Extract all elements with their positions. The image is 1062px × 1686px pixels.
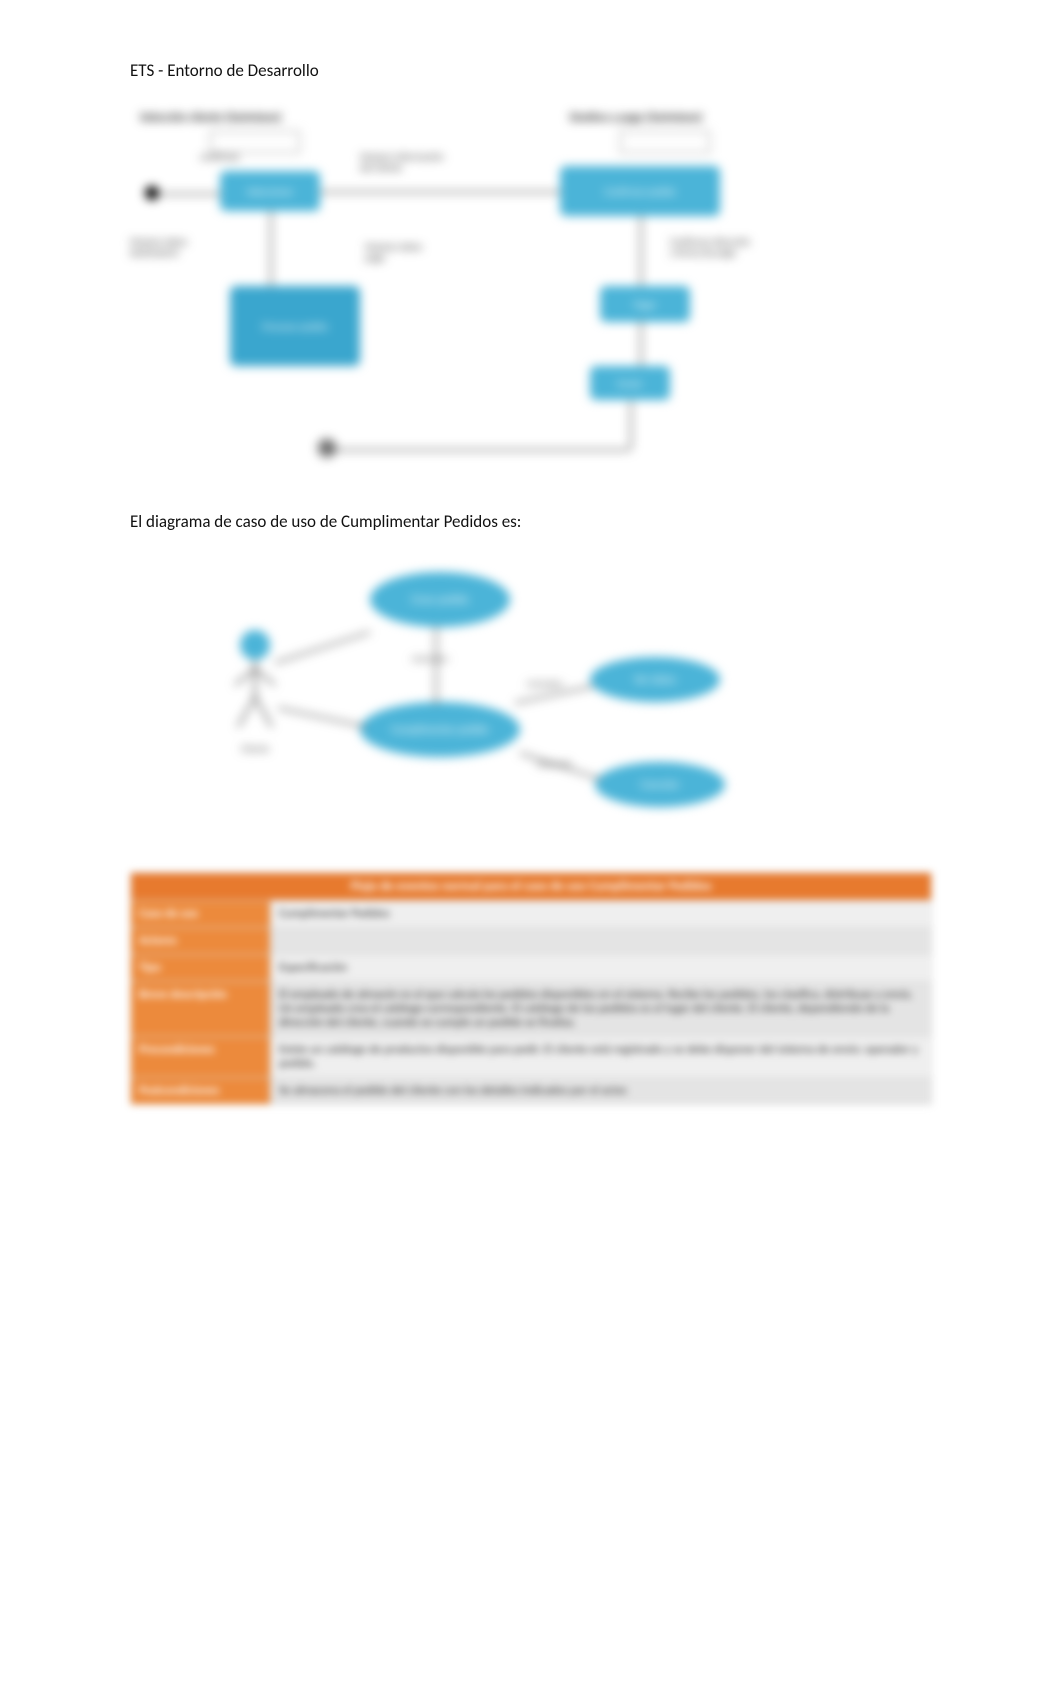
edge bbox=[160, 193, 220, 195]
edge bbox=[270, 211, 272, 286]
activity-node: Pagar bbox=[600, 286, 690, 322]
caption-usecase: El diagrama de caso de uso de Cumpliment… bbox=[130, 511, 932, 532]
table-value-cell: Se almacena el pedido del cliente con lo… bbox=[271, 1078, 932, 1105]
actor-label: Cliente bbox=[230, 742, 280, 755]
table-row: TipoEspecificación bbox=[131, 955, 932, 982]
table-value-cell bbox=[271, 928, 932, 955]
table-row: Breve descripciónEl empleado de almacén … bbox=[131, 982, 932, 1037]
edge-label: Mostrar datospago bbox=[365, 241, 422, 263]
table-label-cell: Actores bbox=[131, 928, 271, 955]
usecase-oval: Cancelar bbox=[595, 762, 725, 807]
usecase-diagram: Cliente Crear pedido Cumplimentar pedido Ve… bbox=[130, 557, 932, 847]
table-label-cell: Precondiciones bbox=[131, 1037, 271, 1078]
edge bbox=[320, 191, 560, 193]
table-value-cell: Existe un catálogo de productos disponib… bbox=[271, 1037, 932, 1078]
usecase-oval: Cumplimentar pedido bbox=[360, 702, 520, 757]
actor-icon: Cliente bbox=[230, 627, 280, 755]
table-row: PostcondicionesSe almacena el pedido del… bbox=[131, 1078, 932, 1105]
edge bbox=[275, 631, 371, 664]
usecase-oval: Ver datos bbox=[590, 657, 720, 702]
edge bbox=[630, 401, 632, 449]
edge bbox=[278, 707, 366, 728]
usecase-rel-label: «include» bbox=[410, 652, 450, 665]
edge-label: Mostrar datosdestinatario bbox=[130, 236, 187, 258]
activity-node: Procesar pedido bbox=[230, 286, 360, 366]
edge bbox=[435, 627, 437, 705]
swimlane-frame bbox=[620, 131, 710, 153]
final-node bbox=[320, 441, 334, 455]
table-value-cell: Especificación bbox=[271, 955, 932, 982]
usecase-rel-label: «include» bbox=[525, 677, 565, 690]
table-label-cell: Tipo bbox=[131, 955, 271, 982]
swimlane-label: Selección cliente (Swimlane) bbox=[140, 111, 281, 125]
activity-node: Enviar bbox=[590, 366, 670, 400]
table-row: Actores bbox=[131, 928, 932, 955]
swimlane-label: Destino y pago (Swimlane) bbox=[570, 111, 702, 125]
activity-diagram: Selección cliente (Swimlane) Destino y pa… bbox=[130, 111, 932, 491]
table-row: PrecondicionesExiste un catálogo de prod… bbox=[131, 1037, 932, 1078]
edge-label: confirmar bbox=[200, 151, 240, 162]
page-title: ETS - Entorno de Desarrollo bbox=[130, 60, 932, 81]
usecase-oval: Crear pedido bbox=[370, 572, 510, 627]
edge-label: Confirmar direccióny forma de pago bbox=[670, 236, 750, 258]
table-label-cell: Postcondiciones bbox=[131, 1078, 271, 1105]
edge bbox=[640, 216, 642, 286]
table-header: Flujo de eventos normal para el caso de … bbox=[131, 873, 932, 901]
table-label-cell: Caso de uso bbox=[131, 901, 271, 928]
table-row: Caso de usoCumplimentar Pedidos bbox=[131, 901, 932, 928]
initial-node bbox=[145, 186, 159, 200]
activity-node: Seleccionar bbox=[220, 171, 320, 211]
table-label-cell: Breve descripción bbox=[131, 982, 271, 1037]
edge bbox=[330, 449, 630, 451]
flow-table: Flujo de eventos normal para el caso de … bbox=[130, 872, 932, 1105]
table-value-cell: El empleado de almacén es el que calcula… bbox=[271, 982, 932, 1037]
table-value-cell: Cumplimentar Pedidos bbox=[271, 901, 932, 928]
edge bbox=[640, 321, 642, 366]
edge-label: Mostrar informacióndel cliente bbox=[360, 151, 444, 173]
activity-node: Confirmar pedido bbox=[560, 166, 720, 216]
